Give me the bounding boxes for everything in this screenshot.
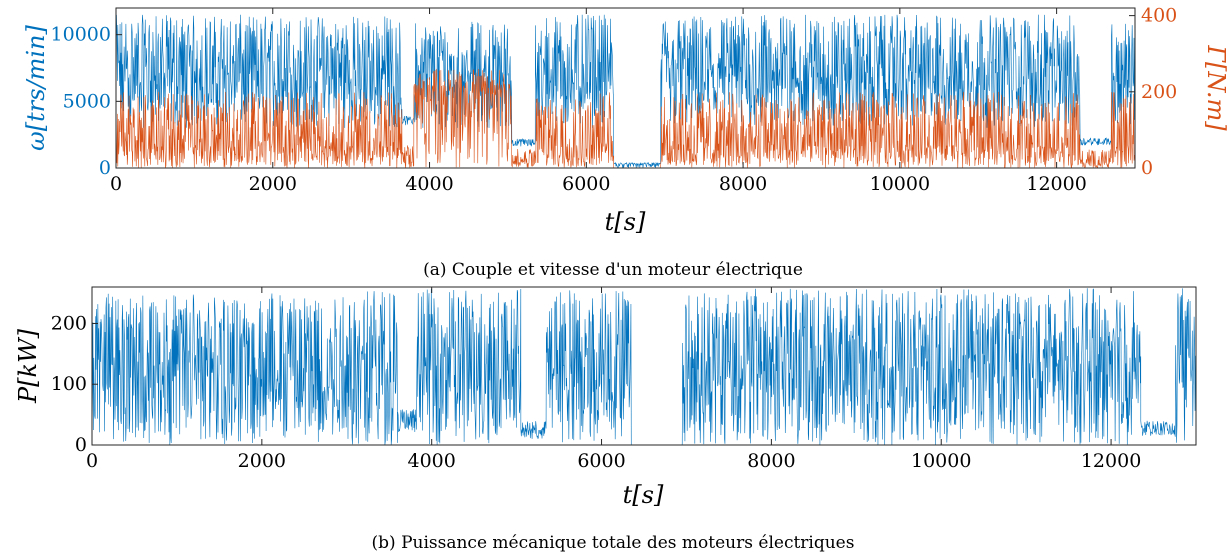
chart-b-axes-box <box>91 286 1197 446</box>
torque-series-line <box>115 68 1136 169</box>
chart-a-x-tick-label: 6000 <box>562 173 610 195</box>
chart-a-x-tick-label: 0 <box>110 173 122 195</box>
chart-a-x-tick-label: 12000 <box>1026 173 1086 195</box>
chart-a-caption: (a) Couple et vitesse d'un moteur électr… <box>423 260 803 280</box>
chart-a-axes-box <box>115 7 1136 169</box>
chart-b-x-tick-label: 6000 <box>577 450 625 472</box>
chart-b: 0 2000 4000 6000 8000 10000 12000 0 100 200 t[s]… <box>14 286 1197 553</box>
chart-a-series <box>115 14 1136 169</box>
chart-b-series <box>91 288 1197 446</box>
chart-a-left-y-ticks: 0 5000 10000 <box>51 24 122 179</box>
chart-a-right-y-tick-label: 0 <box>1141 157 1153 179</box>
chart-b-x-tick-label: 8000 <box>747 450 795 472</box>
chart-a-x-tick-label: 2000 <box>249 173 297 195</box>
chart-a-right-y-label: Γ[N.m] <box>1202 44 1227 131</box>
chart-a-right-y-ticks: 0 200 400 <box>1129 5 1177 179</box>
chart-b-x-ticks: 0 2000 4000 6000 8000 10000 12000 <box>86 287 1141 472</box>
chart-b-caption: (b) Puissance mécanique totale des moteu… <box>372 533 855 553</box>
chart-a-left-y-label: ω[trs/min] <box>22 25 50 151</box>
chart-a-right-y-tick-label: 200 <box>1141 81 1177 103</box>
chart-a-right-y-tick-label: 400 <box>1141 5 1177 27</box>
speed-series-line <box>115 14 1136 169</box>
chart-b-y-tick-label: 100 <box>51 373 87 395</box>
chart-a-x-label: t[s] <box>605 208 646 236</box>
chart-a-x-tick-label: 4000 <box>405 173 453 195</box>
chart-a-left-y-tick-label: 5000 <box>63 90 111 112</box>
chart-a-x-tick-label: 8000 <box>719 173 767 195</box>
power-series-line <box>91 288 1197 446</box>
chart-a-left-y-tick-label: 0 <box>99 157 111 179</box>
chart-b-x-tick-label: 12000 <box>1081 450 1141 472</box>
chart-b-x-tick-label: 2000 <box>238 450 286 472</box>
chart-b-x-tick-label: 0 <box>86 450 98 472</box>
chart-b-x-tick-label: 10000 <box>911 450 971 472</box>
chart-b-y-tick-label: 0 <box>75 434 87 456</box>
chart-a-x-ticks: 0 2000 4000 6000 8000 10000 12000 <box>110 8 1087 195</box>
chart-b-y-label: P[kW] <box>14 328 42 404</box>
chart-b-x-tick-label: 4000 <box>408 450 456 472</box>
chart-b-y-tick-label: 200 <box>51 312 87 334</box>
chart-a-x-tick-label: 10000 <box>870 173 930 195</box>
chart-a-left-y-tick-label: 10000 <box>51 24 111 46</box>
chart-b-y-ticks: 0 100 200 <box>51 312 98 456</box>
chart-b-x-label: t[s] <box>623 481 664 509</box>
